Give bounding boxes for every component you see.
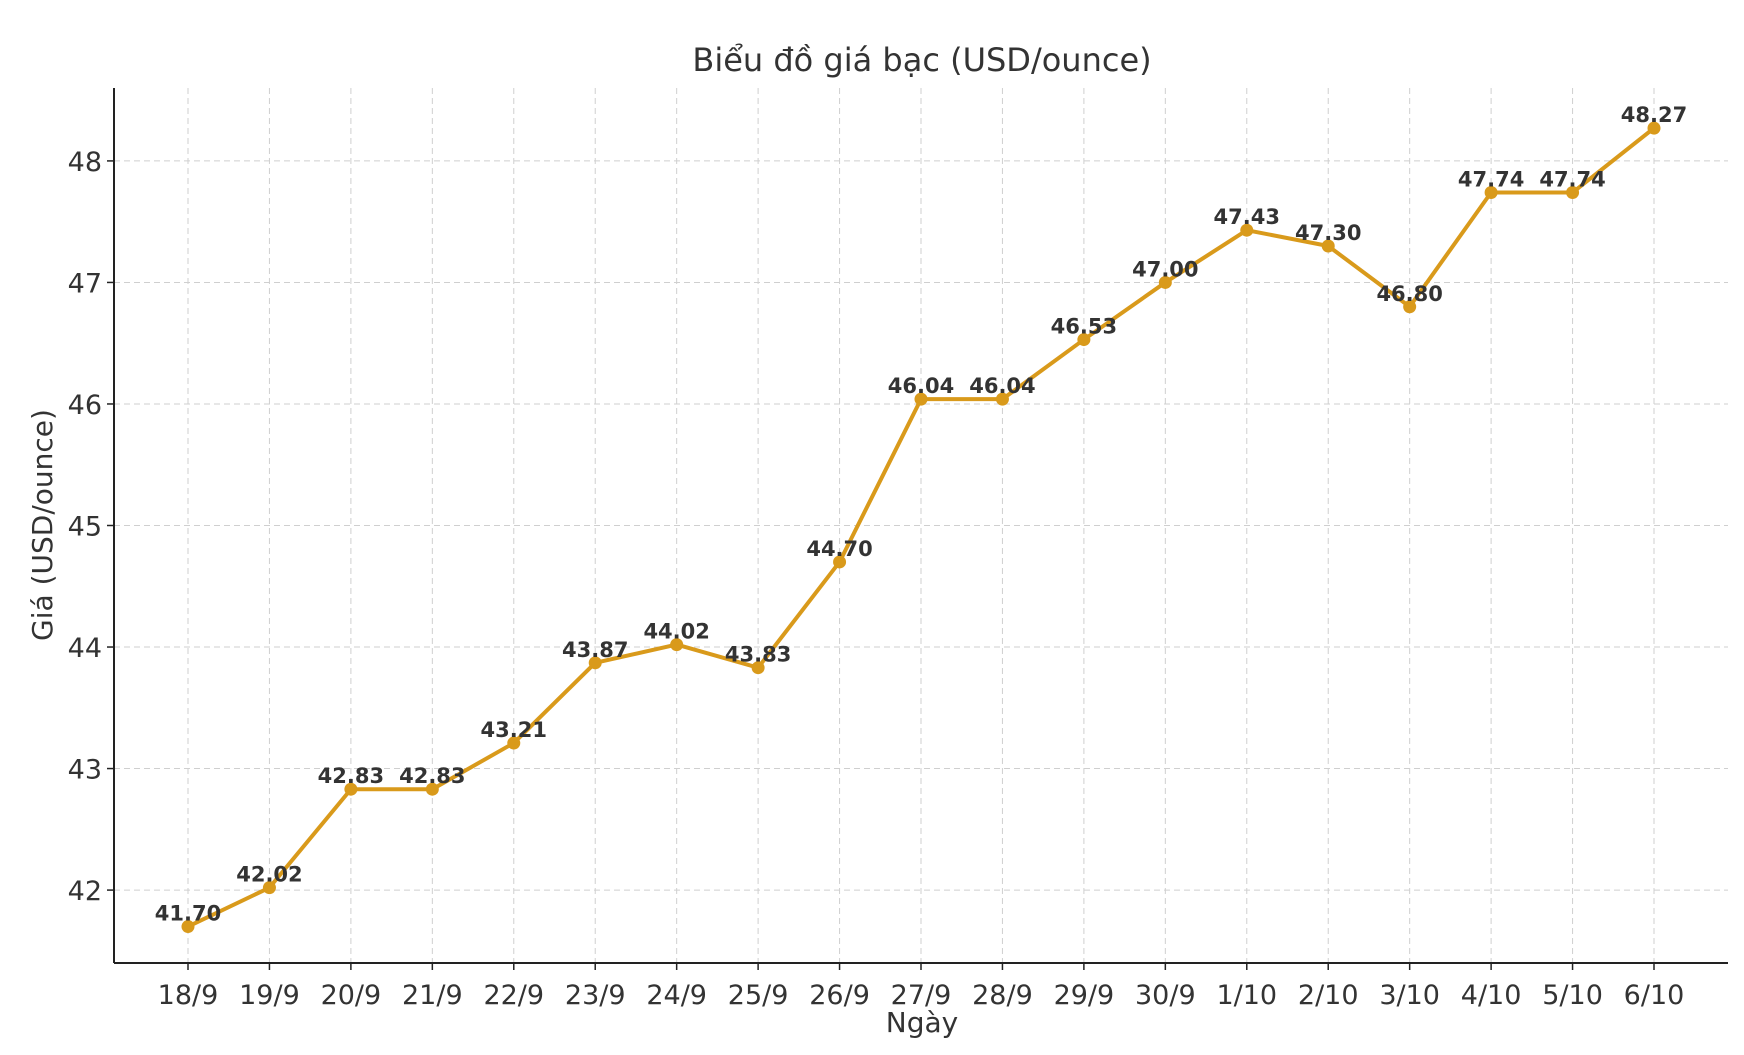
y-tick-label: 42 bbox=[68, 876, 102, 907]
data-label: 46.80 bbox=[1376, 282, 1442, 306]
x-tick-label: 6/10 bbox=[1624, 980, 1685, 1011]
data-label: 41.70 bbox=[155, 902, 221, 926]
x-tick-label: 27/9 bbox=[891, 980, 952, 1011]
data-point bbox=[1321, 239, 1335, 253]
data-label: 47.74 bbox=[1458, 168, 1524, 192]
x-tick-label: 1/10 bbox=[1216, 980, 1277, 1011]
data-label: 48.27 bbox=[1621, 103, 1687, 127]
x-tick-label: 19/9 bbox=[239, 980, 300, 1011]
data-point bbox=[262, 881, 276, 895]
y-tick-label: 44 bbox=[68, 633, 102, 664]
data-label: 46.53 bbox=[1051, 315, 1117, 339]
data-label: 46.04 bbox=[888, 374, 954, 398]
x-tick-label: 21/9 bbox=[402, 980, 463, 1011]
data-label: 42.83 bbox=[399, 764, 465, 788]
x-axis-ticks: 18/9 19/9 20/9 21/9 22/9 23/9 24/9 25/9 26/9 27/9… bbox=[158, 963, 1685, 1011]
data-label: 46.04 bbox=[969, 374, 1035, 398]
data-point bbox=[1566, 186, 1580, 200]
data-label: 44.70 bbox=[806, 537, 872, 561]
y-tick-label: 47 bbox=[68, 268, 102, 299]
chart-title: Biểu đồ giá bạc (USD/ounce) bbox=[692, 41, 1151, 79]
data-label: 47.00 bbox=[1132, 257, 1198, 281]
series bbox=[181, 121, 1661, 934]
x-tick-label: 30/9 bbox=[1135, 980, 1196, 1011]
grid bbox=[114, 88, 1728, 963]
x-tick-label: 23/9 bbox=[565, 980, 626, 1011]
x-tick-label: 28/9 bbox=[972, 980, 1033, 1011]
x-tick-label: 2/10 bbox=[1298, 980, 1359, 1011]
data-point bbox=[1647, 121, 1661, 135]
x-tick-label: 18/9 bbox=[158, 980, 219, 1011]
y-tick-label: 48 bbox=[68, 147, 102, 178]
data-point bbox=[1403, 300, 1417, 314]
y-axis-ticks: 42 43 44 45 46 47 48 bbox=[68, 147, 114, 907]
y-axis-label: Giá (USD/ounce) bbox=[26, 409, 59, 641]
data-label: 47.74 bbox=[1539, 168, 1605, 192]
x-tick-label: 3/10 bbox=[1379, 980, 1440, 1011]
data-label: 43.21 bbox=[481, 718, 547, 742]
data-point bbox=[588, 656, 602, 670]
data-point bbox=[833, 555, 847, 569]
x-tick-label: 4/10 bbox=[1461, 980, 1522, 1011]
series-line bbox=[186, 126, 1656, 929]
data-label: 42.83 bbox=[318, 764, 384, 788]
x-tick-label: 25/9 bbox=[728, 980, 789, 1011]
y-tick-label: 46 bbox=[68, 390, 102, 421]
data-label: 47.30 bbox=[1295, 221, 1361, 245]
data-point bbox=[181, 920, 195, 934]
data-point bbox=[425, 782, 439, 796]
x-tick-label: 20/9 bbox=[321, 980, 382, 1011]
data-label: 42.02 bbox=[236, 863, 302, 887]
y-tick-label: 45 bbox=[68, 512, 102, 543]
x-tick-label: 26/9 bbox=[809, 980, 870, 1011]
data-point bbox=[344, 782, 358, 796]
data-label: 43.87 bbox=[562, 638, 628, 662]
x-tick-label: 24/9 bbox=[646, 980, 707, 1011]
x-tick-label: 5/10 bbox=[1542, 980, 1603, 1011]
data-point bbox=[1158, 275, 1172, 289]
y-tick-label: 43 bbox=[68, 755, 102, 786]
data-point bbox=[1077, 333, 1091, 347]
data-labels: 41.70 42.02 42.83 42.83 43.21 43.87 44.02 43.83… bbox=[155, 103, 1687, 925]
data-point bbox=[914, 392, 928, 406]
data-label: 47.43 bbox=[1214, 205, 1280, 229]
data-point bbox=[1484, 186, 1498, 200]
data-point bbox=[751, 661, 765, 675]
data-point bbox=[670, 638, 684, 652]
x-tick-label: 29/9 bbox=[1054, 980, 1115, 1011]
data-point bbox=[995, 392, 1009, 406]
data-label: 43.83 bbox=[725, 643, 791, 667]
x-tick-label: 22/9 bbox=[483, 980, 544, 1011]
data-point bbox=[507, 736, 521, 750]
x-axis-label: Ngày bbox=[886, 1006, 958, 1039]
data-label: 44.02 bbox=[643, 620, 709, 644]
data-point bbox=[1240, 223, 1254, 237]
